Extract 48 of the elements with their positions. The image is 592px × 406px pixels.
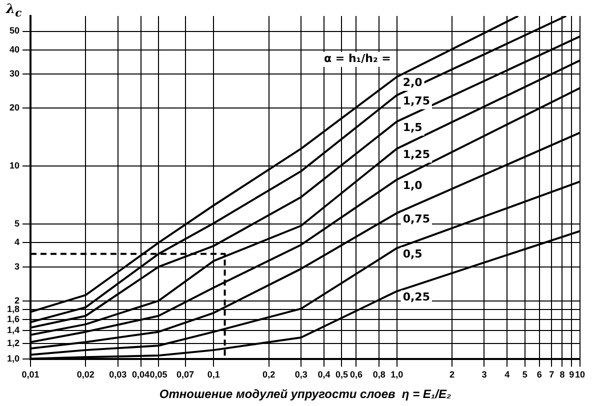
- x-tick-label: 0,8: [372, 370, 386, 380]
- x-tick-label: 7: [549, 370, 554, 380]
- x-tick-label: 10: [574, 370, 586, 380]
- y-tick-label: 40: [9, 44, 20, 54]
- x-tick-label: 0,03: [109, 370, 127, 380]
- x-axis-title: Отношение модулей упругости слоев η = E₁/E₂: [159, 387, 452, 402]
- x-tick-label: 0,4: [318, 370, 330, 380]
- x-tick-label: 2: [449, 370, 454, 380]
- x-tick-label: 0,01: [22, 370, 40, 380]
- x-tick-label: 1,0: [390, 370, 404, 380]
- series-label: 1,5: [402, 120, 422, 134]
- x-tick-label: 0,05: [150, 370, 168, 380]
- y-tick-label: 1,6: [6, 314, 20, 324]
- y-tick-label: 3: [14, 261, 20, 272]
- x-tick-label: 0,5: [335, 370, 348, 380]
- annotation: α = h₁/h₂ =: [324, 52, 391, 66]
- x-tick-label: 6: [536, 370, 542, 380]
- x-tick-label: 0,3: [294, 370, 308, 380]
- series-label: 1,0: [402, 178, 423, 192]
- x-tick-label: 3: [482, 370, 487, 380]
- x-tick-label: 5: [522, 370, 528, 380]
- series-label: 0,75: [402, 212, 430, 226]
- y-tick-label: 1,8: [6, 304, 20, 314]
- x-tick-label: 0,02: [76, 370, 94, 380]
- y-tick-label: 1,4: [6, 325, 20, 336]
- x-tick-label: 0,07: [176, 370, 194, 380]
- x-tick-label: 8: [560, 370, 565, 380]
- series-label: 1,25: [402, 148, 430, 162]
- y-tick-label: 5: [14, 218, 20, 229]
- x-tick-label: 9: [569, 370, 574, 380]
- series-label: 0,25: [402, 290, 430, 304]
- y-tick-label: 2: [14, 295, 20, 306]
- series-label: 0,5: [402, 247, 422, 260]
- series-label: 2,0: [402, 76, 423, 90]
- y-tick-label: 10: [9, 160, 20, 170]
- y-tick-label: 50: [9, 26, 20, 36]
- x-tick-label: 0,1: [207, 370, 220, 380]
- y-tick-label: 20: [9, 102, 20, 112]
- y-tick-label: 1,2: [6, 338, 20, 348]
- x-tick-label: 0,2: [262, 370, 276, 380]
- x-tick-label: 0,6: [350, 370, 362, 380]
- y-axis-title: λ$_{c}$: [6, 2, 22, 20]
- series-label: 1,75: [402, 94, 430, 108]
- y-tick-label: 4: [14, 237, 20, 248]
- y-tick-label: 1,0: [6, 353, 20, 364]
- y-tick-label: 30: [9, 68, 20, 79]
- x-tick-label: 4: [504, 370, 510, 380]
- x-tick-label: 0,04: [132, 370, 150, 380]
